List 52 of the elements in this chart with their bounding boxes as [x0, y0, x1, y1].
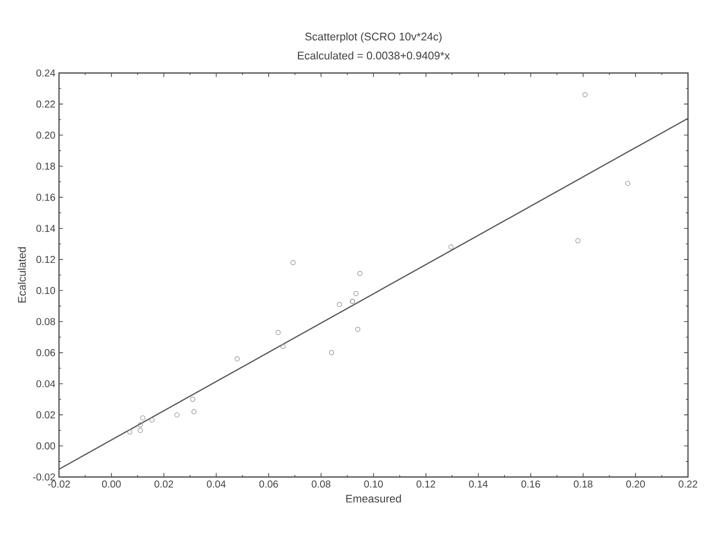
- y-tick-label: 0.06: [36, 349, 56, 356]
- chart-subtitle: Ecalculated = 0.0038+0.9409*x: [298, 51, 450, 60]
- y-tick-label: 0.08: [36, 318, 56, 326]
- point: [140, 415, 146, 420]
- y-tick-label: 0.20: [36, 132, 56, 139]
- x-axis-title: Emeasured: [346, 494, 401, 503]
- y-tick-label: 0.02: [36, 411, 55, 418]
- y-tick-label: 0.14: [36, 224, 56, 232]
- point: [276, 330, 281, 335]
- point: [138, 422, 143, 428]
- x-tick-label: 0.06: [259, 480, 278, 488]
- point: [353, 291, 358, 296]
- point: [234, 356, 240, 362]
- point: [625, 180, 630, 186]
- point: [280, 344, 286, 349]
- x-tick-label: 0.22: [678, 480, 698, 488]
- y-tick-label: 0.18: [36, 162, 56, 170]
- chart-title: Scatterplot (SCRO 10v*24c): [305, 32, 442, 43]
- point: [290, 260, 296, 266]
- point: [448, 244, 454, 250]
- y-tick-label: 0.24: [36, 69, 56, 77]
- x-tick-label: 0.08: [312, 480, 330, 488]
- point: [355, 326, 360, 332]
- y-tick-label: 0.16: [36, 194, 56, 201]
- y-tick-label: 0.22: [36, 100, 55, 108]
- x-tick-label: 0.12: [416, 480, 436, 488]
- x-tick-label: 0.14: [468, 480, 488, 488]
- point: [138, 428, 143, 433]
- x-tick-label: 0.00: [102, 480, 121, 488]
- x-tick-label: 0.04: [206, 480, 226, 488]
- point: [582, 92, 588, 98]
- point: [191, 409, 196, 414]
- point: [336, 302, 342, 308]
- y-tick-label: -0.02: [33, 473, 55, 481]
- y-tick-label: 0.10: [36, 286, 56, 294]
- point: [575, 238, 580, 244]
- point: [150, 417, 155, 422]
- point: [190, 396, 196, 402]
- x-tick-label: 0.16: [521, 480, 540, 488]
- point: [357, 270, 362, 276]
- x-tick-label: 0.02: [154, 480, 174, 488]
- point: [127, 429, 132, 434]
- y-tick-label: 0.00: [36, 442, 56, 450]
- x-tick-label: -0.02: [48, 480, 70, 488]
- x-tick-label: 0.18: [574, 480, 592, 488]
- y-tick-label: 0.04: [36, 380, 56, 388]
- x-tick-label: 0.20: [626, 480, 645, 488]
- point: [174, 412, 180, 418]
- y-tick-label: 0.12: [36, 256, 55, 263]
- point: [329, 350, 334, 356]
- x-tick-label: 0.10: [364, 480, 383, 488]
- y-axis-title: Ecalculated: [18, 247, 26, 303]
